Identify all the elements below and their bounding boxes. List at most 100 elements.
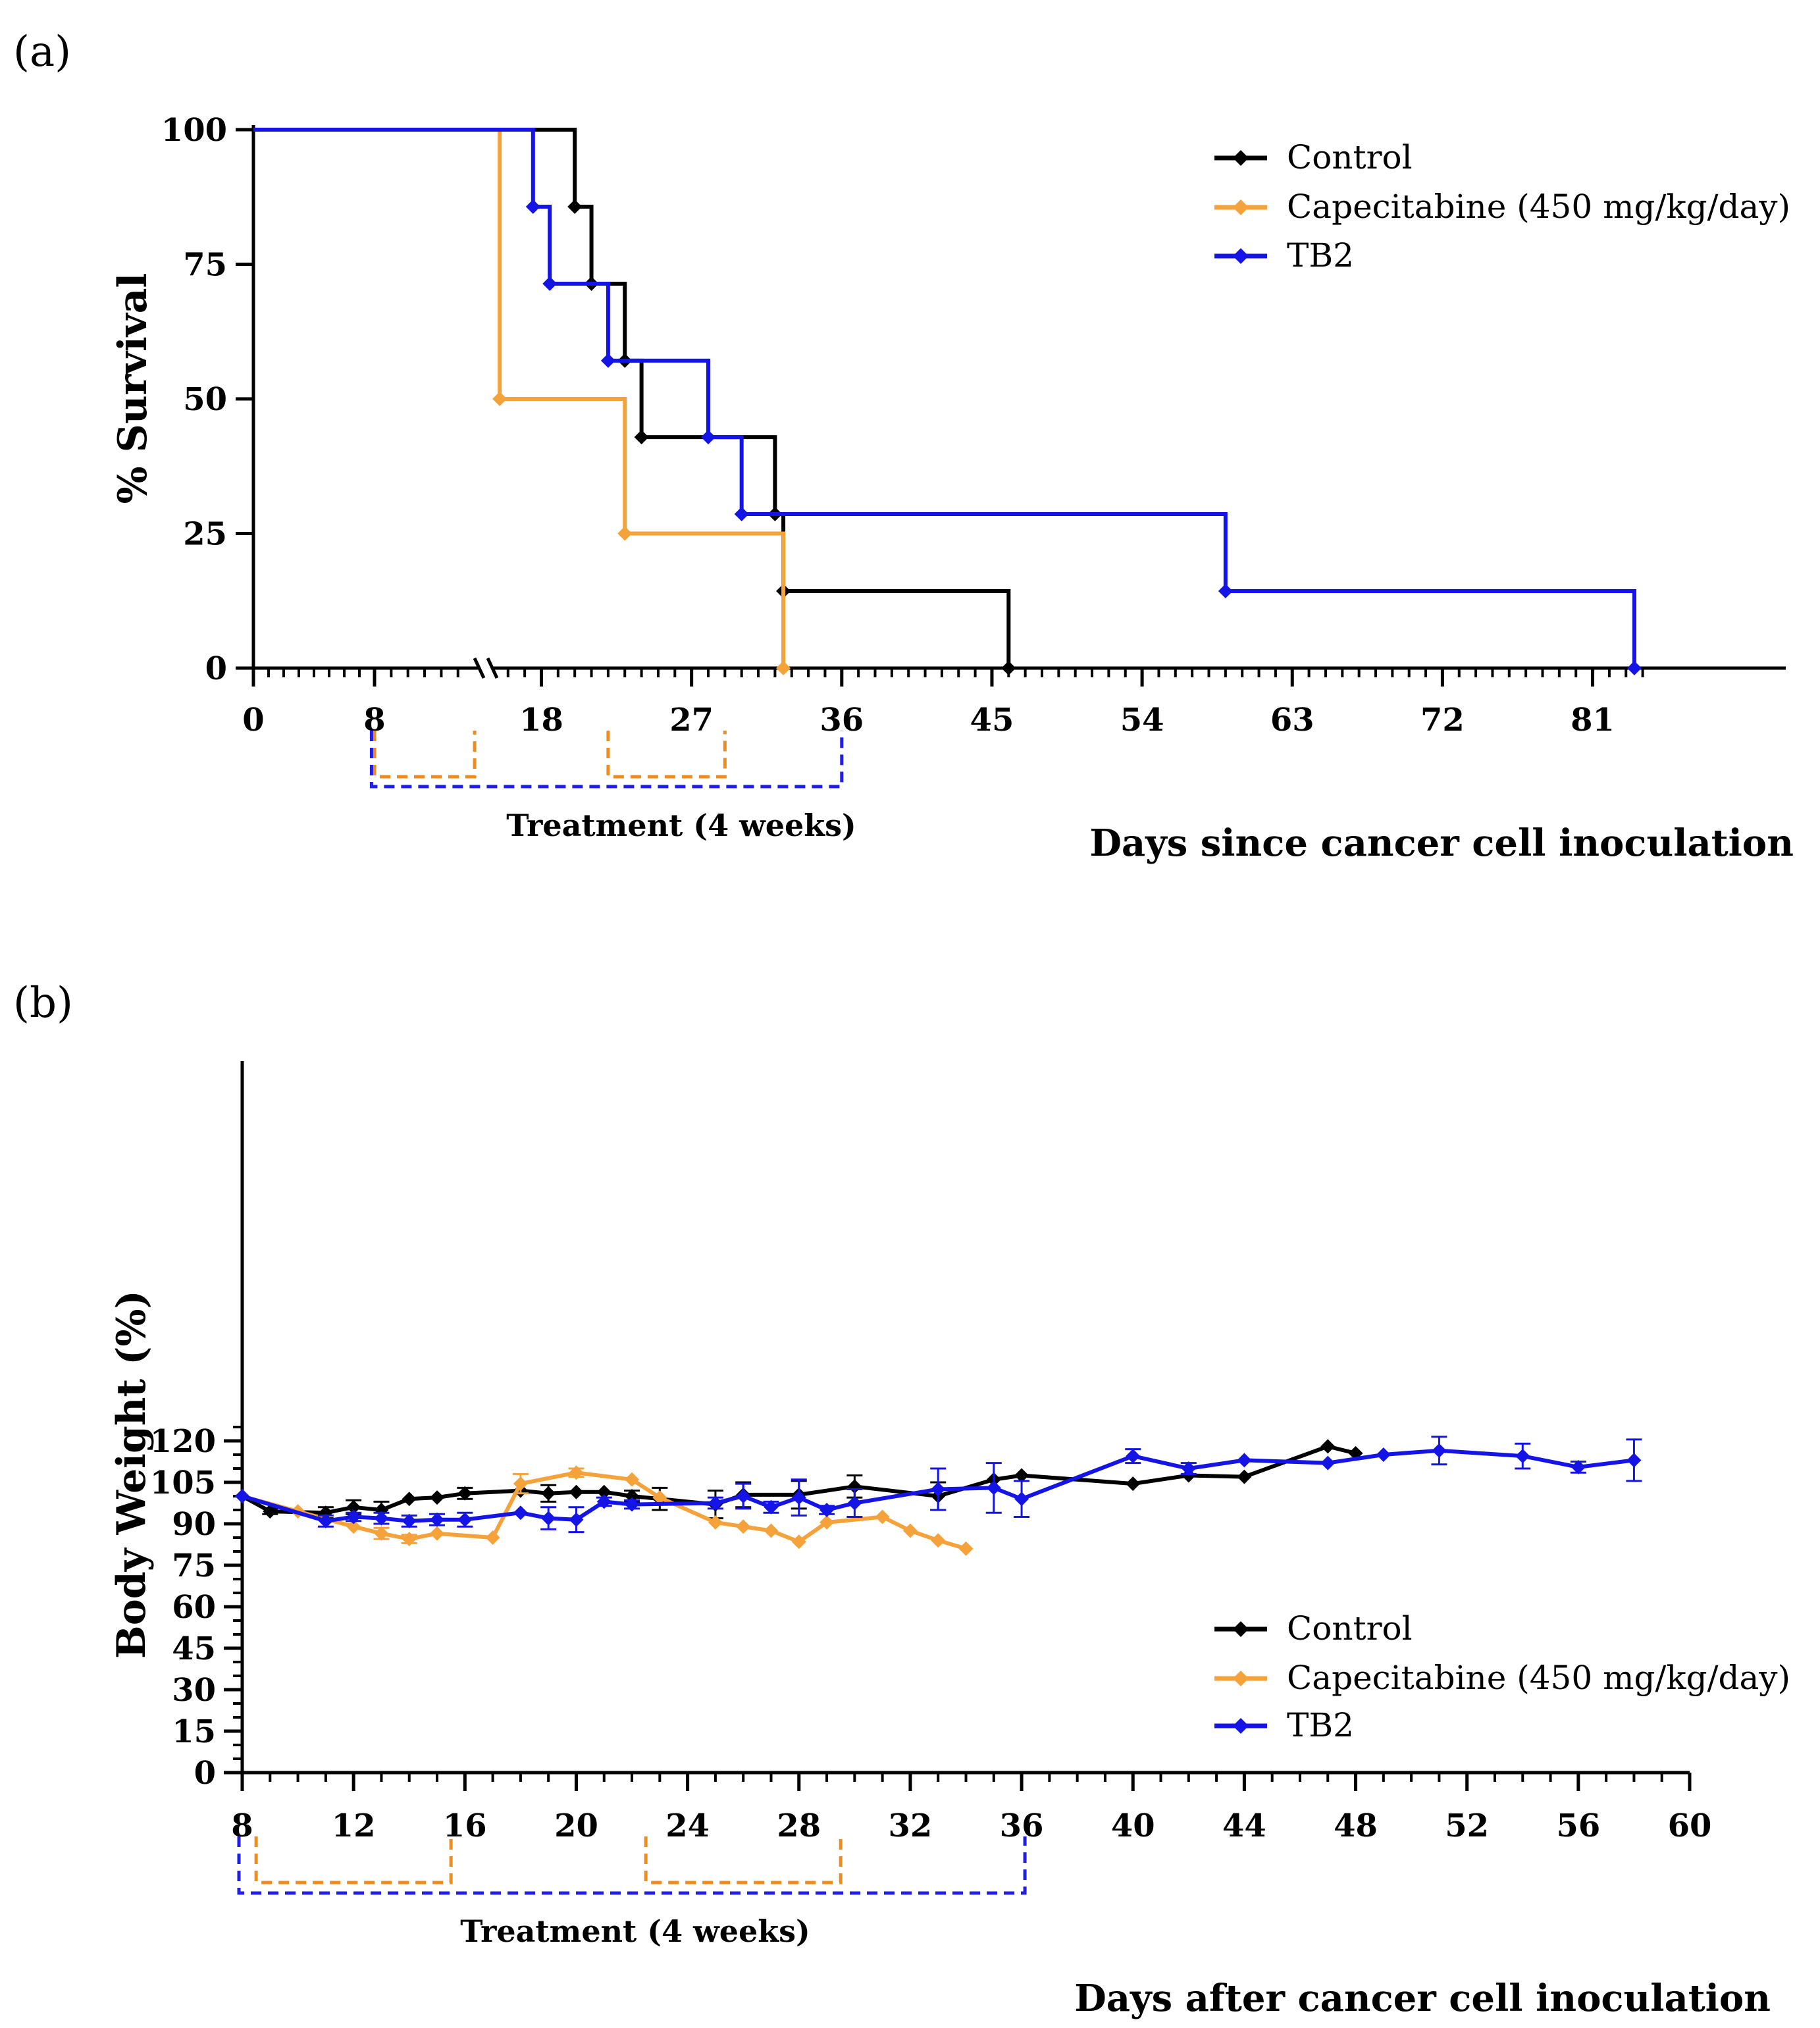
weight-marker-capecitabine — [374, 1526, 389, 1541]
survival-marker-control — [634, 430, 649, 445]
panel-a-axis-break-mark — [473, 657, 486, 679]
legend-marker-tb2 — [1233, 1718, 1249, 1734]
ytick-label: 30 — [172, 1672, 216, 1709]
weight-marker-control — [457, 1486, 473, 1501]
survival-marker-control — [567, 199, 583, 214]
weight-marker-tb2 — [931, 1482, 946, 1497]
ytick-label: 120 — [150, 1423, 216, 1460]
ytick-label: 15 — [172, 1713, 216, 1750]
treatment-capecitabine-bracket — [606, 731, 727, 779]
weight-marker-control — [596, 1484, 611, 1499]
weight-marker-capecitabine — [958, 1541, 974, 1556]
weight-marker-capecitabine — [819, 1515, 835, 1530]
legend-item-control: Control — [1214, 1609, 1413, 1648]
panel-b-treatment-bars — [237, 1836, 1027, 1895]
survival-marker-tb2 — [734, 507, 749, 522]
ytick-label: 45 — [172, 1630, 216, 1667]
weight-marker-control — [402, 1492, 417, 1507]
panel-b-series — [235, 1436, 1642, 1556]
survival-marker-tb2 — [542, 276, 558, 291]
weight-marker-capecitabine — [791, 1534, 806, 1549]
xtick-label: 52 — [1445, 1807, 1489, 1844]
weight-marker-capecitabine — [764, 1523, 779, 1538]
xtick-label: 36 — [819, 702, 864, 739]
weight-marker-capecitabine — [625, 1472, 640, 1487]
panel-a-legend: Control Capecitabine (450 mg/kg/day) TB2 — [1214, 138, 1790, 274]
weight-marker-capecitabine — [485, 1530, 500, 1545]
panel-a-yaxis: 0 25 50 75 100 — [161, 112, 255, 687]
weight-marker-capecitabine — [902, 1523, 918, 1538]
treatment-capecitabine-bracket — [254, 1836, 453, 1885]
treatment-tb2-bracket — [237, 1836, 1027, 1895]
treatment-tb2-bracket — [369, 731, 844, 789]
weight-marker-capecitabine — [708, 1515, 723, 1530]
xtick-label: 45 — [970, 702, 1014, 739]
weight-marker-tb2 — [1376, 1447, 1391, 1462]
ytick-label: 0 — [194, 1755, 216, 1792]
ytick-label: 75 — [183, 247, 227, 284]
weight-marker-tb2 — [430, 1512, 445, 1527]
xtick-label: 8 — [231, 1807, 253, 1844]
ytick-label: 25 — [183, 516, 227, 553]
panel-a-axis-break-mark — [486, 657, 499, 679]
ytick-label: 75 — [172, 1547, 216, 1584]
weight-marker-control — [346, 1499, 361, 1515]
panel-b-xlabel: Days after cancer cell inoculation — [1074, 1977, 1771, 2020]
weight-marker-capecitabine — [430, 1526, 445, 1541]
weight-marker-tb2 — [1571, 1459, 1586, 1474]
weight-marker-tb2 — [791, 1490, 806, 1505]
ytick-label: 100 — [161, 112, 227, 149]
weight-marker-capecitabine — [931, 1533, 946, 1548]
xtick-label: 27 — [669, 702, 714, 739]
weight-marker-capecitabine — [346, 1519, 361, 1534]
weight-marker-tb2 — [402, 1513, 417, 1528]
legend-marker-capecitabine — [1233, 1671, 1249, 1686]
survival-marker-tb2 — [1218, 584, 1233, 599]
panel-a-xlabel: Days since cancer cell inoculation — [1089, 821, 1794, 865]
legend-item-tb2: TB2 — [1214, 236, 1354, 274]
survival-marker-capecitabine — [617, 526, 633, 541]
xtick-label: 60 — [1668, 1807, 1712, 1844]
weight-marker-tb2 — [457, 1512, 473, 1527]
legend-label-control: Control — [1287, 138, 1413, 176]
legend-item-capecitabine: Capecitabine (450 mg/kg/day) — [1214, 1659, 1790, 1697]
survival-marker-tb2 — [1626, 661, 1642, 675]
legend-label-tb2: TB2 — [1287, 236, 1354, 274]
xtick-label: 0 — [242, 702, 264, 739]
weight-marker-control — [1237, 1469, 1252, 1484]
legend-label-control: Control — [1287, 1609, 1413, 1648]
xtick-label: 32 — [889, 1807, 933, 1844]
xtick-label: 72 — [1420, 702, 1465, 739]
weight-marker-tb2 — [764, 1499, 779, 1515]
panel-b-xticks: 8 12 16 20 24 28 32 36 40 44 48 52 56 60 — [231, 1773, 1711, 1844]
weight-marker-capecitabine — [513, 1476, 528, 1492]
legend-marker-control — [1233, 150, 1249, 166]
treatment-capecitabine-bracket — [644, 1836, 843, 1885]
weight-marker-capecitabine — [402, 1532, 417, 1547]
survival-marker-tb2 — [701, 430, 715, 445]
xtick-label: 12 — [332, 1807, 376, 1844]
ytick-label: 60 — [172, 1589, 216, 1626]
weight-marker-control — [263, 1504, 278, 1519]
panel-a-series — [253, 128, 1642, 675]
weight-marker-tb2 — [235, 1489, 249, 1503]
xtick-label: 40 — [1111, 1807, 1155, 1844]
weight-marker-tb2 — [346, 1509, 361, 1524]
ytick-label: 105 — [150, 1465, 216, 1501]
weight-marker-tb2 — [569, 1512, 584, 1527]
weight-marker-capecitabine — [652, 1490, 667, 1505]
panel-b-yaxis: 0 15 30 45 60 75 90 105 120 — [150, 1061, 244, 1792]
xtick-label: 16 — [443, 1807, 487, 1844]
panel-b-yticks: 0 15 30 45 60 75 90 105 120 — [150, 1423, 242, 1792]
panel-b-legend: Control Capecitabine (450 mg/kg/day) TB2 — [1214, 1609, 1790, 1744]
weight-marker-capecitabine — [569, 1465, 584, 1480]
panel-a-ylabel: % Survival — [110, 273, 156, 504]
legend-label-tb2: TB2 — [1287, 1706, 1354, 1744]
xtick-label: 18 — [519, 702, 563, 739]
weight-marker-tb2 — [513, 1505, 528, 1521]
panel-a-treatment-bars — [369, 731, 844, 789]
weight-marker-tb2 — [708, 1495, 723, 1511]
ytick-label: 90 — [172, 1506, 216, 1543]
